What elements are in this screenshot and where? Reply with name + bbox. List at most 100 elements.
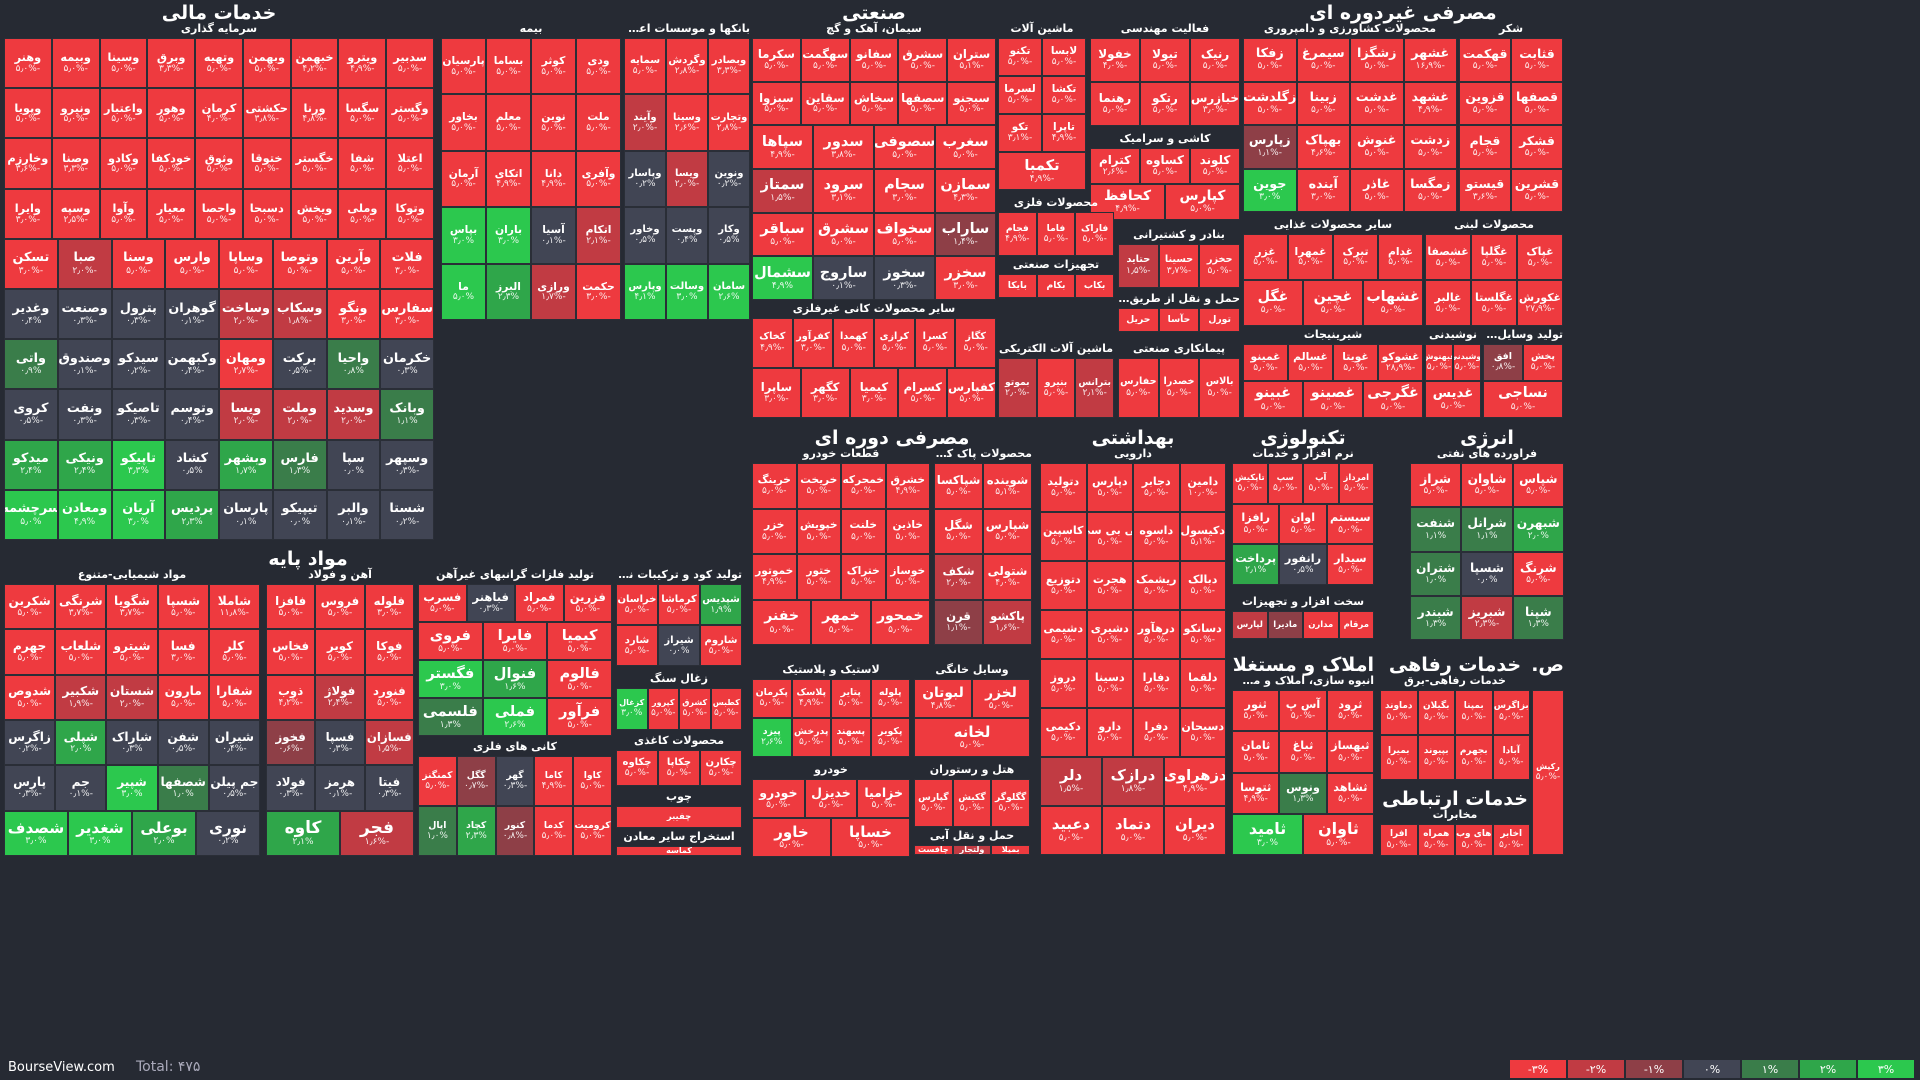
stock-tile[interactable]: شیترو -۵٫۰% bbox=[106, 629, 158, 675]
stock-tile[interactable]: ختور -۵٫۰% bbox=[796, 554, 841, 600]
stock-tile[interactable]: وایرا -۳٫۰% bbox=[4, 188, 52, 239]
stock-tile[interactable]: کپارس -۵٫۰% bbox=[1165, 184, 1240, 220]
stock-tile[interactable]: قزوین -۵٫۰% bbox=[1459, 81, 1511, 125]
stock-tile[interactable]: فجام -۴٫۹% bbox=[998, 212, 1037, 256]
stock-tile[interactable]: دپارس -۵٫۰% bbox=[1086, 463, 1133, 512]
stock-tile[interactable]: پلاسک -۴٫۹% bbox=[791, 679, 831, 718]
stock-tile[interactable]: خبازرس -۳٫۰% bbox=[1190, 82, 1240, 126]
stock-tile[interactable]: فروی -۵٫۰% bbox=[418, 622, 483, 660]
stock-tile[interactable]: چکاپا -۵٫۰% bbox=[658, 750, 700, 786]
stock-tile[interactable]: سخوز -۰٫۳% bbox=[874, 256, 935, 300]
stock-tile[interactable]: پارسیان -۵٫۰% bbox=[441, 38, 486, 95]
stock-tile[interactable]: کرمان -۴٫۰% bbox=[195, 88, 243, 139]
stock-tile[interactable]: بالاس -۵٫۰% bbox=[1199, 358, 1240, 418]
industry-title[interactable]: وسایل خانگی bbox=[935, 663, 1009, 676]
stock-tile[interactable]: ختراک -۵٫۰% bbox=[841, 554, 886, 600]
stock-tile[interactable]: وساخت -۲٫۰% bbox=[219, 289, 273, 340]
stock-tile[interactable]: حریل bbox=[1118, 308, 1159, 332]
stock-tile[interactable]: دروز -۵٫۰% bbox=[1040, 659, 1087, 708]
stock-tile[interactable]: غگلستا -۵٫۰% bbox=[1471, 280, 1517, 326]
stock-tile[interactable]: وبهمن -۵٫۰% bbox=[242, 38, 291, 89]
stock-tile[interactable]: خودکفا -۵٫۰% bbox=[147, 138, 196, 189]
stock-tile[interactable]: بمپنا -۵٫۰% bbox=[1455, 690, 1493, 735]
stock-tile[interactable]: قرن -۱٫۱% bbox=[934, 599, 983, 645]
stock-tile[interactable]: شستان -۲٫۰% bbox=[106, 674, 158, 720]
stock-tile[interactable]: خکرمان ۰٫۳% bbox=[380, 339, 434, 390]
stock-tile[interactable]: ونیرو -۵٫۰% bbox=[51, 88, 100, 139]
industry-title[interactable]: دارویی bbox=[1114, 447, 1152, 460]
stock-tile[interactable]: ویترو -۴٫۹% bbox=[338, 38, 387, 89]
stock-tile[interactable]: سپاها -۴٫۹% bbox=[752, 125, 813, 169]
stock-tile[interactable]: تکو -۳٫۱% bbox=[998, 114, 1042, 152]
stock-tile[interactable]: تاپکیش -۵٫۰% bbox=[1232, 463, 1268, 504]
stock-tile[interactable]: بپاس ۳٫۰% bbox=[441, 207, 486, 264]
stock-tile[interactable]: فوکا -۵٫۰% bbox=[364, 629, 414, 675]
stock-tile[interactable]: قشرین -۵٫۰% bbox=[1511, 168, 1563, 212]
stock-tile[interactable]: زپارس -۱٫۱% bbox=[1243, 125, 1297, 169]
industry-title[interactable]: شیرینیجات bbox=[1303, 328, 1363, 341]
stock-tile[interactable]: امرداز -۵٫۰% bbox=[1338, 463, 1374, 504]
stock-tile[interactable]: شوینده -۵٫۱% bbox=[983, 463, 1032, 509]
stock-tile[interactable]: وسینا -۵٫۰% bbox=[99, 38, 148, 89]
stock-tile[interactable]: معلم -۵٫۰% bbox=[486, 94, 531, 151]
stock-tile[interactable]: کهمدا -۵٫۰% bbox=[833, 318, 874, 368]
industry-title[interactable]: چوب bbox=[666, 790, 692, 803]
stock-tile[interactable]: شتولی -۴٫۰% bbox=[983, 554, 1032, 600]
stock-tile[interactable]: کگهر -۳٫۰% bbox=[800, 368, 850, 418]
stock-tile[interactable]: کاوا -۵٫۰% bbox=[573, 756, 612, 806]
stock-tile[interactable]: ومهان -۲٫۷% bbox=[219, 339, 273, 390]
stock-tile[interactable]: ثنور -۵٫۰% bbox=[1232, 690, 1280, 732]
stock-tile[interactable]: وتجارت -۲٫۸% bbox=[708, 94, 750, 151]
stock-tile[interactable]: سفارس -۳٫۰% bbox=[380, 289, 434, 340]
stock-tile[interactable]: فخاس -۵٫۰% bbox=[266, 629, 316, 675]
stock-tile[interactable]: فولاد -۰٫۳% bbox=[266, 765, 316, 811]
stock-tile[interactable]: جم -۰٫۱% bbox=[55, 765, 107, 811]
stock-tile[interactable]: پترول -۰٫۳% bbox=[111, 289, 166, 340]
stock-tile[interactable]: فنورد -۵٫۰% bbox=[364, 674, 414, 720]
stock-tile[interactable]: سامان ۲٫۶% bbox=[708, 263, 750, 320]
stock-tile[interactable]: وآرین -۵٫۰% bbox=[326, 238, 381, 289]
stock-tile[interactable]: شغدیر ۳٫۰% bbox=[68, 810, 132, 856]
stock-tile[interactable]: درهآور -۵٫۰% bbox=[1133, 610, 1180, 659]
stock-tile[interactable]: ساپرا -۳٫۰% bbox=[752, 368, 801, 418]
stock-tile[interactable]: مادیرا bbox=[1267, 611, 1303, 639]
stock-tile[interactable]: وپارس ۴٫۱% bbox=[624, 263, 666, 320]
stock-tile[interactable]: فجر -۱٫۶% bbox=[340, 810, 414, 856]
stock-tile[interactable]: بگیلان -۵٫۰% bbox=[1417, 690, 1455, 735]
stock-tile[interactable]: غالبر -۵٫۰% bbox=[1425, 280, 1471, 326]
stock-tile[interactable]: خبهمن -۴٫۲% bbox=[290, 38, 339, 89]
stock-tile[interactable]: زفکا -۵٫۰% bbox=[1243, 38, 1297, 82]
stock-tile[interactable]: پدرخش -۵٫۰% bbox=[791, 718, 831, 757]
stock-tile[interactable]: کسرا -۵٫۰% bbox=[914, 318, 956, 368]
stock-tile[interactable]: خزامیا -۵٫۰% bbox=[857, 779, 910, 818]
stock-tile[interactable]: غویتا -۵٫۰% bbox=[1333, 344, 1378, 381]
stock-tile[interactable]: فزرین -۵٫۰% bbox=[563, 584, 612, 622]
stock-tile[interactable]: بموتو -۲٫۰% bbox=[998, 358, 1037, 418]
stock-tile[interactable]: اوان -۵٫۰% bbox=[1279, 503, 1327, 545]
stock-tile[interactable]: اتکای -۴٫۹% bbox=[486, 150, 531, 208]
stock-tile[interactable]: وتوصا -۵٫۰% bbox=[272, 238, 327, 289]
stock-tile[interactable]: پسهند -۵٫۰% bbox=[831, 718, 871, 757]
stock-tile[interactable]: باران ۳٫۰% bbox=[486, 207, 531, 264]
stock-tile[interactable]: دکیسول -۵٫۱% bbox=[1179, 512, 1226, 561]
stock-tile[interactable]: کزغال ۳٫۰% bbox=[616, 688, 648, 730]
stock-tile[interactable]: شپارس -۵٫۰% bbox=[983, 508, 1032, 554]
stock-tile[interactable]: گکیش -۵٫۰% bbox=[952, 779, 992, 827]
industry-title[interactable]: زغال سنگ bbox=[650, 672, 708, 685]
stock-tile[interactable]: بمیرا -۵٫۰% bbox=[1380, 735, 1418, 780]
stock-tile[interactable]: سمتاز -۱٫۵% bbox=[752, 169, 813, 213]
sector-title[interactable]: انرژی bbox=[1460, 427, 1514, 449]
stock-tile[interactable]: نوری ۰٫۲% bbox=[196, 810, 260, 856]
stock-tile[interactable]: فافزا -۵٫۰% bbox=[266, 584, 316, 630]
stock-tile[interactable]: گپارس -۵٫۰% bbox=[914, 779, 953, 827]
stock-tile[interactable]: دعبید -۵٫۰% bbox=[1040, 806, 1102, 855]
stock-tile[interactable]: قثابت -۵٫۰% bbox=[1511, 38, 1563, 82]
stock-tile[interactable]: شصدف ۳٫۰% bbox=[4, 810, 68, 856]
stock-tile[interactable]: وبشهر ۱٫۷% bbox=[219, 439, 273, 490]
stock-tile[interactable]: وآوا -۵٫۰% bbox=[99, 188, 148, 239]
industry-title[interactable]: پیمانکاری صنعتی bbox=[1133, 342, 1225, 355]
stock-tile[interactable]: لخزر -۵٫۰% bbox=[972, 679, 1030, 718]
stock-tile[interactable]: خفنر -۵٫۰% bbox=[752, 599, 812, 645]
stock-tile[interactable]: چکاوه -۵٫۰% bbox=[616, 750, 658, 786]
stock-tile[interactable]: سمازن -۴٫۳% bbox=[935, 169, 996, 213]
